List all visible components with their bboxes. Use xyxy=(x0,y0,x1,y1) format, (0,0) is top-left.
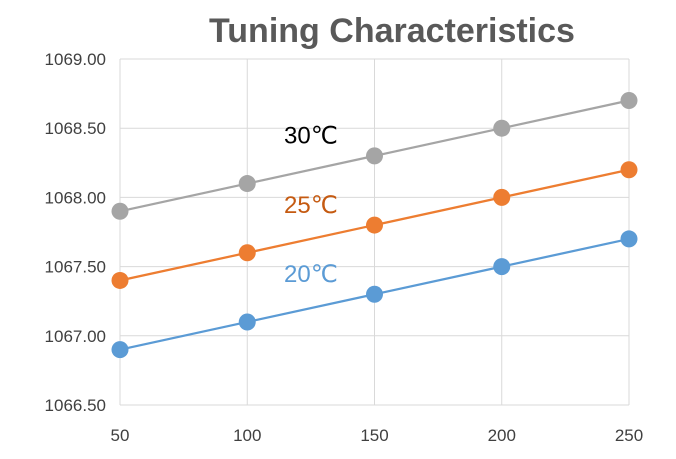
data-point xyxy=(111,271,129,289)
data-point xyxy=(238,313,256,331)
data-point xyxy=(620,230,638,248)
data-point xyxy=(620,92,638,110)
data-point xyxy=(493,188,511,206)
chart-title: Tuning Characteristics xyxy=(209,12,575,50)
series-label: 20℃ xyxy=(284,261,338,288)
x-tick-label: 150 xyxy=(360,426,388,445)
series xyxy=(111,161,638,289)
axes: 1066.50 1067.00 1067.50 1068.00 1068.50 1069.… xyxy=(45,50,644,445)
y-tick-label: 1068.00 xyxy=(45,188,106,207)
data-point xyxy=(620,161,638,179)
series-label: 30℃ xyxy=(284,123,338,150)
series-label: 25℃ xyxy=(284,192,338,219)
x-tick-label: 200 xyxy=(488,426,516,445)
x-tick-label: 50 xyxy=(111,426,130,445)
series xyxy=(111,92,638,220)
data-point xyxy=(238,175,256,193)
data-point xyxy=(111,202,129,220)
y-tick-label: 1066.50 xyxy=(45,396,106,415)
y-tick-label: 1067.00 xyxy=(45,327,106,346)
y-tick-label: 1067.50 xyxy=(45,258,106,277)
y-tick-label: 1069.00 xyxy=(45,50,106,69)
series-lines xyxy=(111,92,638,359)
data-point xyxy=(111,341,129,359)
data-point xyxy=(238,244,256,262)
x-tick-label: 100 xyxy=(233,426,261,445)
series xyxy=(111,230,638,359)
data-point xyxy=(493,258,511,276)
series-labels: 30℃ 25℃ 20℃ xyxy=(284,123,338,288)
data-point xyxy=(366,147,383,165)
data-point xyxy=(366,285,383,303)
data-point xyxy=(493,119,511,137)
y-tick-label: 1068.50 xyxy=(45,119,106,138)
data-point xyxy=(366,216,383,234)
x-tick-label: 250 xyxy=(615,426,643,445)
